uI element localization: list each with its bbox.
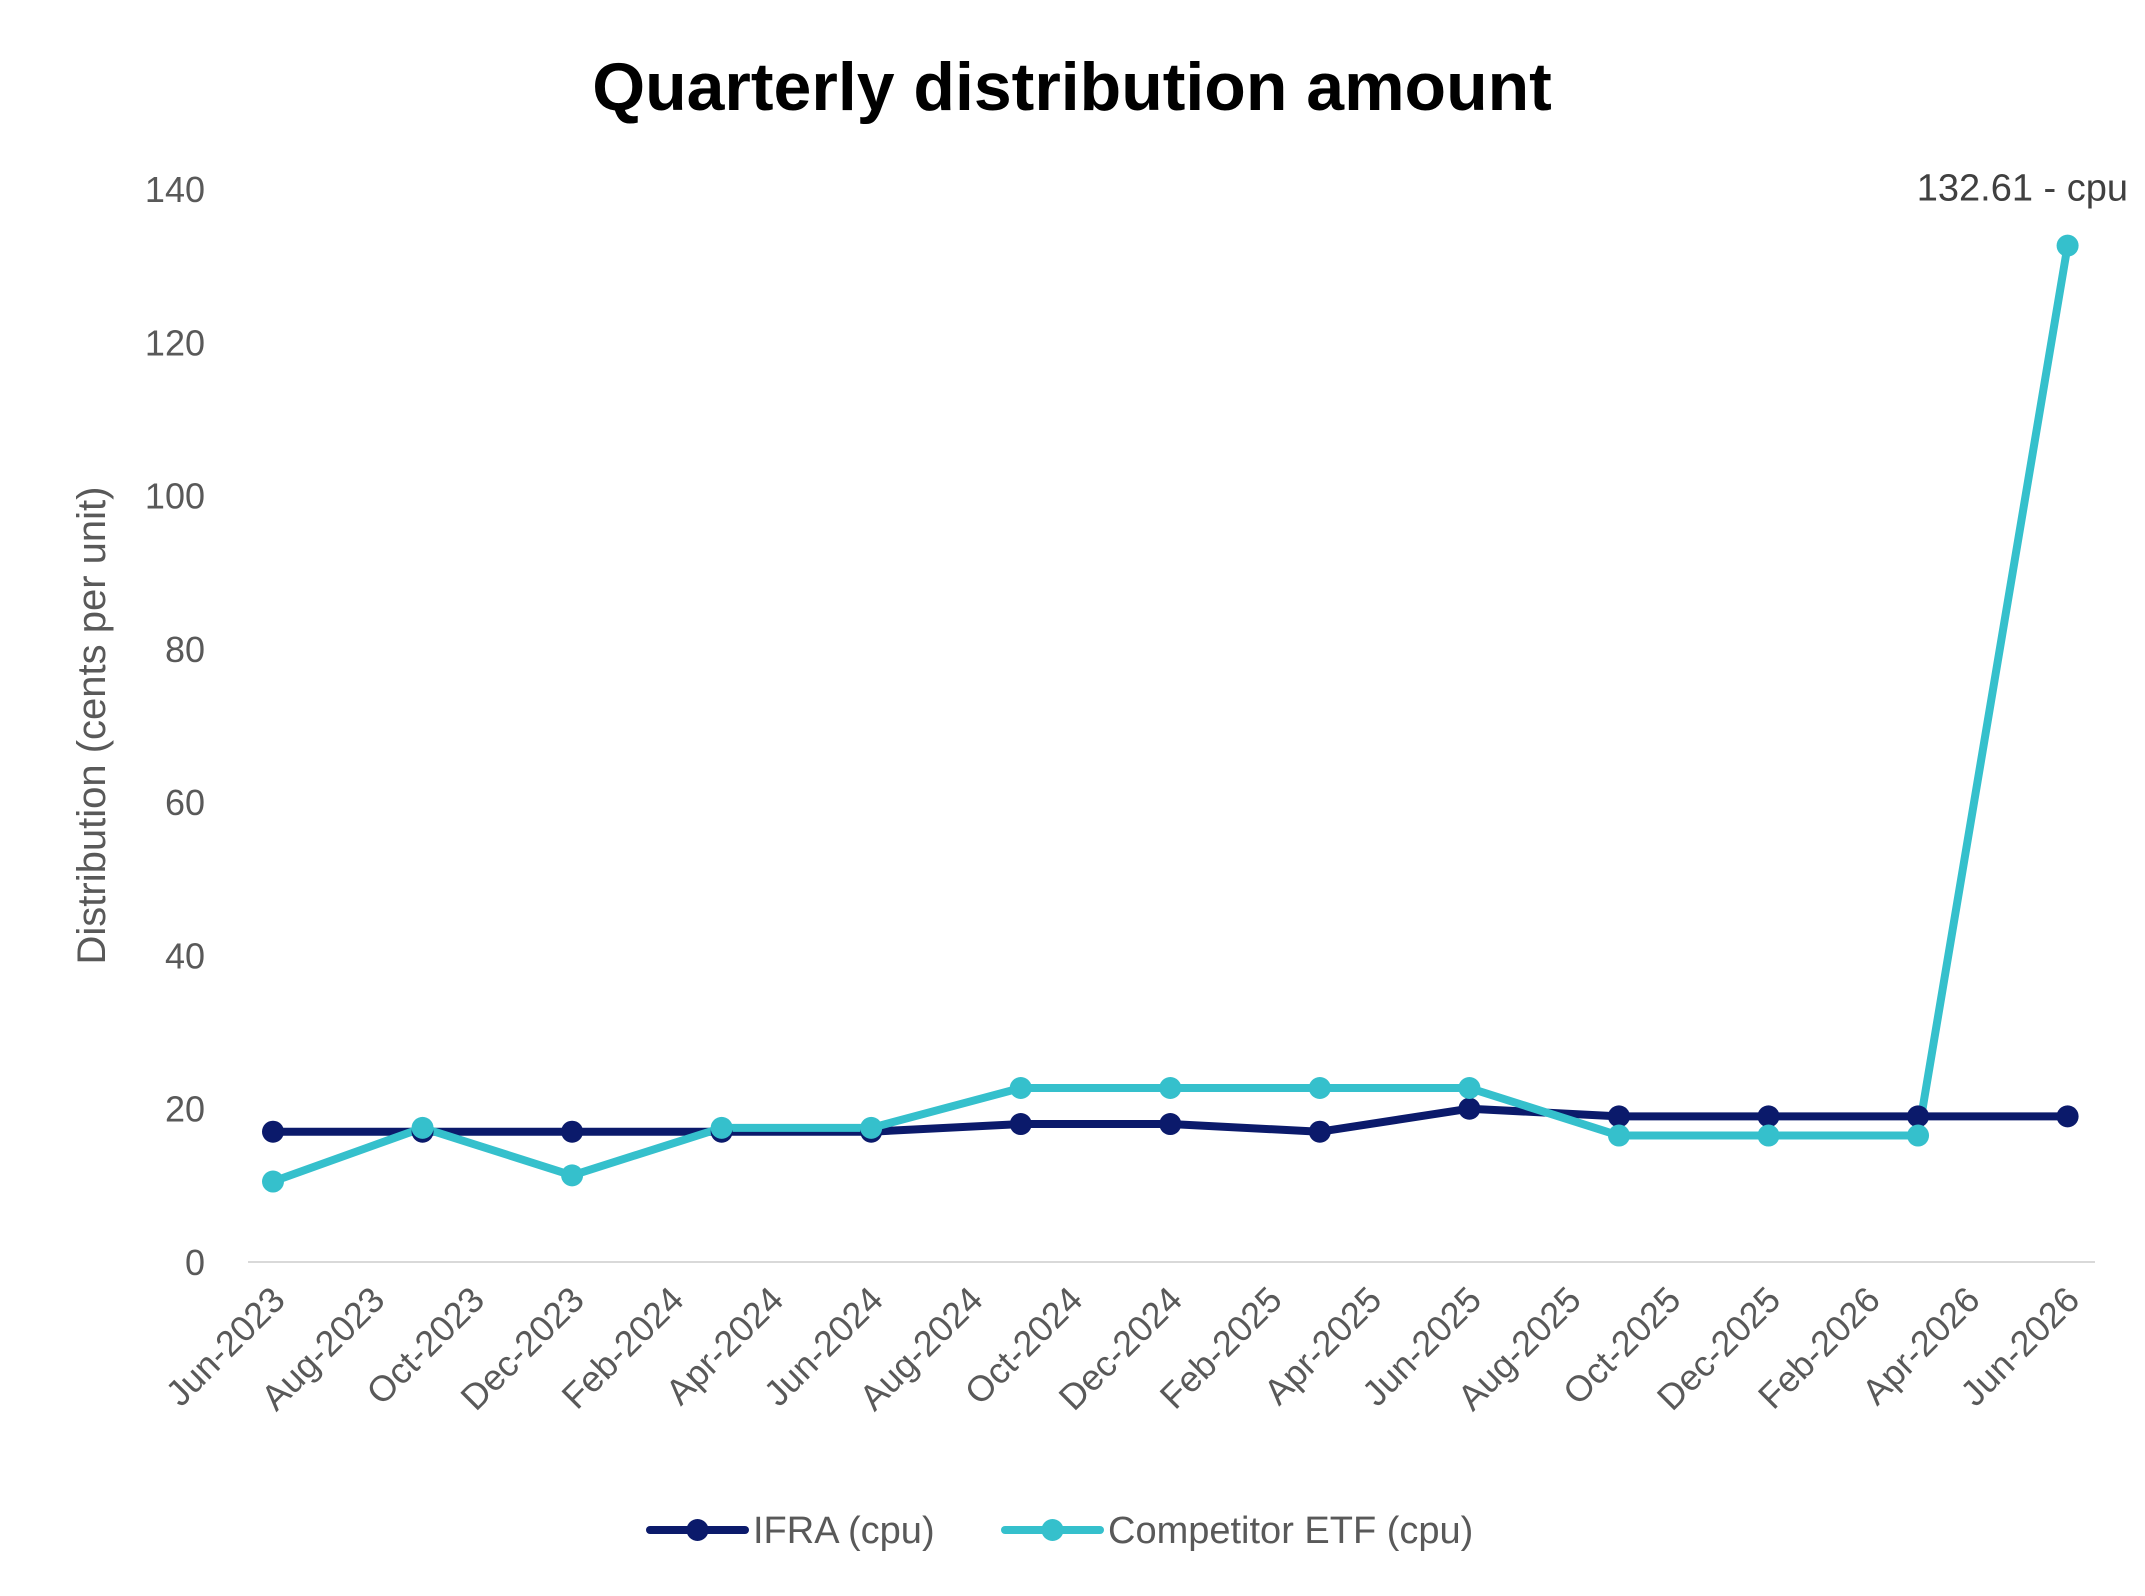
series-point-1 [710,1116,733,1139]
series-point-1 [860,1116,883,1139]
series-point-0 [1458,1097,1481,1120]
chart-title: Quarterly distribution amount [592,49,1552,125]
y-tick-label: 140 [145,169,205,210]
series-point-0 [2056,1105,2079,1128]
series-point-1 [2056,234,2079,257]
series-point-1 [1607,1124,1630,1147]
series-point-1 [1009,1077,1032,1100]
annotation-layer: 132.61 - cpu [1917,168,2128,210]
series-point-1 [411,1116,434,1139]
series-line-1 [269,241,2072,1186]
series-point-0 [1009,1113,1032,1136]
series-point-0 [1308,1120,1331,1143]
series-point-0 [1757,1105,1780,1128]
data-label-annotation: 132.61 - cpu [1917,168,2128,210]
series-point-1 [1907,1124,1930,1147]
series-point-1 [1308,1077,1331,1100]
series-point-1 [1458,1077,1481,1100]
y-tick-label: 100 [145,476,205,517]
series-point-0 [1159,1113,1182,1136]
series-point-0 [561,1120,584,1143]
legend: IFRA (cpu) Competitor ETF (cpu) [646,1510,1473,1552]
series-point-0 [262,1120,284,1143]
series-point-1 [262,1170,284,1193]
legend-label: IFRA (cpu) [753,1510,935,1552]
series-point-1 [1757,1124,1780,1147]
y-tick-label: 20 [165,1089,205,1130]
series-point-1 [561,1164,584,1187]
series-point-0 [1907,1105,1930,1128]
series-point-1 [1159,1077,1182,1100]
y-tick-label: 0 [185,1242,205,1283]
y-tick-label: 60 [165,782,205,823]
legend-label: Competitor ETF (cpu) [1108,1510,1473,1552]
y-tick-label: 40 [165,935,205,976]
legend-swatch-marker [1041,1519,1064,1541]
series-layer [262,234,2079,1193]
y-tick-label: 80 [165,629,205,670]
y-axis-label: Distribution (cents per unit) [70,487,114,965]
x-axis-ticks: Jun-2023Aug-2023Oct-2023Dec-2023Feb-2024… [158,1279,2088,1418]
y-tick-label: 120 [145,322,205,363]
y-axis-ticks: 0 20 40 60 80 100 120 140 [145,169,205,1283]
series-point-0 [1607,1105,1630,1128]
legend-swatch-marker [686,1519,709,1541]
